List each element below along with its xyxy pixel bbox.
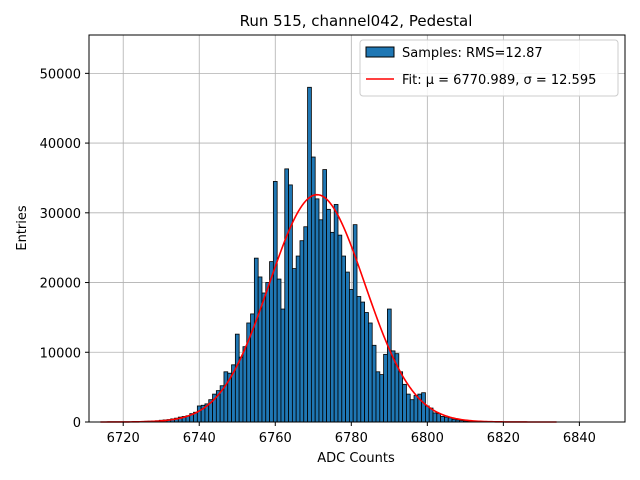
x-tick-label: 6840 — [563, 431, 596, 446]
histogram-bar — [413, 395, 419, 423]
y-tick-label: 10000 — [40, 346, 81, 361]
histogram-bar — [284, 168, 289, 423]
histogram-bar — [368, 322, 373, 423]
histogram-bar — [276, 278, 282, 423]
x-tick-label: 6800 — [411, 431, 444, 446]
histogram-bar — [421, 392, 426, 423]
histogram-bar — [337, 234, 343, 423]
histogram-bar — [265, 282, 270, 423]
plot-frame — [88, 34, 626, 423]
chart-title: Run 515, channel042, Pedestal — [240, 12, 473, 30]
histogram-bar — [261, 292, 267, 423]
histogram-bar — [291, 268, 297, 423]
histogram-bar — [295, 255, 301, 423]
histogram-bar — [307, 86, 312, 423]
histogram-bar — [272, 181, 278, 423]
x-tick-label: 6820 — [487, 431, 520, 446]
histogram-bar — [288, 184, 293, 423]
y-axis-label: Entries — [15, 205, 30, 251]
fit-curve — [100, 193, 557, 423]
legend-samples-label: Samples: RMS=12.87 — [402, 46, 543, 61]
histogram-bar — [444, 416, 449, 423]
histogram-bar — [364, 312, 369, 423]
y-tick-label: 0 — [73, 416, 81, 431]
legend: Samples: RMS=12.87 Fit: μ = 6770.989, σ … — [359, 39, 619, 97]
histogram-bar — [318, 219, 324, 423]
legend-box — [359, 39, 619, 97]
y-tick-label: 50000 — [40, 67, 81, 82]
histogram-bar — [329, 231, 335, 423]
y-tick-label: 40000 — [40, 137, 81, 152]
histogram-bar — [447, 417, 453, 423]
histogram-bar — [402, 383, 407, 423]
histogram-bar — [436, 413, 442, 423]
y-axis-ticks: 0 10000 20000 30000 40000 50000 — [40, 67, 89, 431]
histogram-bar — [223, 371, 229, 423]
histogram-bars — [139, 86, 476, 423]
x-tick-label: 6720 — [107, 431, 140, 446]
histogram-bar — [406, 393, 411, 423]
histogram-bar — [196, 405, 202, 423]
histogram-bar — [387, 308, 392, 423]
histogram-bar — [333, 204, 339, 423]
histogram-bar — [345, 271, 350, 423]
legend-fit-label: Fit: μ = 6770.989, σ = 12.595 — [402, 73, 596, 88]
x-axis-label: ADC Counts — [317, 451, 395, 466]
histogram-bar — [425, 405, 430, 423]
histogram-bar — [299, 240, 305, 423]
histogram-bar — [269, 261, 274, 423]
x-axis-ticks: 6720 6740 6760 6780 6800 6820 6840 — [107, 422, 596, 446]
x-tick-label: 6740 — [183, 431, 216, 446]
histogram-bar — [371, 344, 377, 423]
y-tick-label: 20000 — [40, 277, 81, 292]
histogram-bar — [238, 356, 244, 423]
histogram-bar — [341, 255, 346, 423]
histogram-bar — [379, 374, 385, 423]
fit-curve-layer — [100, 193, 557, 423]
histogram-bar — [409, 399, 415, 423]
histogram-bar — [375, 371, 381, 423]
histogram-bar — [326, 208, 331, 423]
histogram-bar — [253, 257, 259, 423]
histogram-bar — [383, 353, 388, 423]
histogram-bar — [257, 276, 263, 423]
x-tick-label: 6760 — [259, 431, 292, 446]
histogram-bar — [360, 301, 366, 423]
histogram-bar — [234, 333, 240, 423]
legend-samples-swatch — [365, 46, 395, 58]
histogram-bar — [314, 198, 320, 423]
histogram-bar — [322, 169, 327, 423]
histogram-bar — [398, 371, 404, 423]
histogram-bar — [280, 308, 286, 423]
y-tick-label: 30000 — [40, 207, 81, 222]
histogram-bar — [303, 226, 308, 423]
x-tick-label: 6780 — [335, 431, 368, 446]
histogram-bar — [432, 412, 438, 423]
histogram-bar — [356, 296, 362, 423]
histogram-bar — [242, 346, 248, 423]
histogram-bar — [440, 416, 445, 423]
histogram-bar — [348, 289, 354, 423]
